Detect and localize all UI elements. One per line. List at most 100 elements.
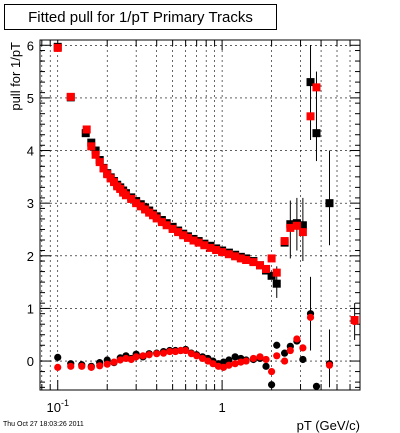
data-point-circle-3	[231, 353, 239, 361]
data-point-square-2	[121, 191, 130, 200]
data-point-circle-4	[219, 363, 228, 371]
data-point-square-2	[298, 228, 307, 237]
data-point-square-2	[132, 199, 141, 208]
data-point-square-2	[110, 178, 119, 187]
data-point-square-2	[236, 254, 245, 263]
data-point-square-2	[174, 228, 183, 237]
data-point-square-2	[280, 237, 289, 246]
data-point-square-2	[272, 268, 281, 277]
data-point-circle-4	[262, 355, 270, 364]
data-point-square-2	[189, 236, 198, 245]
data-point-circle-3	[262, 362, 270, 370]
data-point-circle-4	[231, 360, 239, 368]
data-point-square-2	[136, 202, 145, 211]
data-point-square-1	[306, 78, 315, 87]
y-tick-label: 2	[27, 249, 34, 264]
data-point-square-2	[141, 205, 150, 214]
data-point-circle-4	[103, 360, 111, 368]
x-tick-label: 10-1	[46, 398, 68, 415]
data-point-square-1	[312, 129, 321, 138]
data-point-square-2	[91, 150, 100, 159]
data-point-circle-4	[273, 352, 281, 360]
data-point-circle-4	[132, 353, 140, 361]
y-tick-label: 0	[27, 354, 34, 369]
data-point-circle-3	[312, 382, 321, 390]
data-point-circle-4	[306, 313, 315, 321]
data-point-circle-4	[110, 358, 118, 366]
data-point-circle-4	[116, 356, 124, 364]
data-point-circle-4	[193, 352, 201, 360]
data-point-circle-4	[182, 346, 190, 355]
y-tick-label: 6	[27, 38, 34, 53]
data-point-square-2	[66, 92, 75, 101]
y-tick-label: 4	[27, 144, 34, 159]
data-point-circle-4	[256, 353, 264, 361]
data-point-circle-4	[198, 354, 207, 363]
data-point-square-2	[200, 241, 209, 250]
data-point-circle-3	[54, 353, 62, 361]
data-point-square-2	[224, 250, 233, 259]
data-point-square-2	[127, 194, 136, 203]
data-point-circle-4	[159, 349, 168, 357]
data-point-square-2	[312, 83, 321, 92]
data-point-circle-3	[281, 349, 289, 357]
data-point-circle-4	[242, 357, 250, 365]
data-point-square-2	[82, 125, 91, 134]
y-tick-label: 1	[27, 301, 34, 316]
data-point-square-1	[272, 279, 281, 288]
x-tick-label: 1	[218, 400, 225, 415]
data-point-circle-4	[145, 351, 153, 359]
data-point-circle-3	[299, 355, 307, 364]
data-point-square-2	[249, 258, 258, 267]
data-point-circle-4	[286, 346, 294, 355]
data-point-square-2	[95, 158, 104, 167]
data-point-square-1	[91, 146, 100, 155]
data-point-circle-4	[351, 317, 359, 326]
y-tick-label: 5	[27, 91, 34, 106]
data-point-square-2	[53, 43, 62, 52]
data-point-square-2	[262, 264, 271, 273]
data-point-square-2	[179, 231, 188, 240]
data-point-square-2	[267, 254, 276, 263]
data-point-circle-4	[299, 344, 307, 352]
data-point-circle-3	[225, 356, 233, 364]
data-point-square-1	[325, 199, 334, 208]
data-point-circle-4	[249, 354, 257, 363]
data-point-circle-4	[281, 357, 289, 365]
data-point-square-2	[255, 261, 264, 270]
y-axis-label: pull for 1/pT	[8, 42, 23, 111]
data-point-square-2	[212, 246, 221, 254]
data-point-square-1	[267, 271, 276, 280]
timestamp: Thu Oct 27 18:03:26 2011	[3, 421, 84, 428]
data-point-square-2	[168, 224, 177, 233]
data-point-circle-4	[96, 362, 104, 370]
data-point-circle-4	[293, 335, 301, 343]
chart-title: Fitted pull for 1/pT Primary Tracks	[4, 4, 277, 30]
data-point-square-2	[231, 252, 240, 261]
x-axis-label: pT (GeV/c)	[297, 418, 360, 433]
y-tick-label: 3	[27, 196, 34, 211]
data-point-circle-4	[166, 347, 174, 356]
data-point-square-2	[152, 214, 161, 223]
data-point-circle-3	[273, 341, 281, 349]
data-point-square-2	[103, 170, 112, 179]
data-point-circle-4	[177, 346, 185, 355]
data-point-circle-4	[225, 361, 233, 369]
data-point-square-2	[292, 221, 301, 230]
plot-frame	[39, 39, 361, 391]
data-point-circle-4	[139, 352, 147, 360]
data-point-circle-4	[67, 362, 75, 370]
data-point-circle-3	[219, 358, 228, 366]
data-point-square-2	[157, 218, 166, 227]
data-point-circle-4	[87, 363, 95, 371]
data-point-square-2	[99, 164, 108, 173]
data-point-square-2	[183, 233, 192, 242]
data-point-square-2	[306, 112, 315, 121]
data-point-circle-4	[267, 367, 276, 376]
data-point-square-2	[87, 142, 96, 151]
data-point-circle-3	[267, 381, 276, 389]
data-point-square-2	[242, 256, 251, 264]
data-point-circle-4	[54, 363, 62, 371]
data-point-square-1	[298, 221, 307, 230]
